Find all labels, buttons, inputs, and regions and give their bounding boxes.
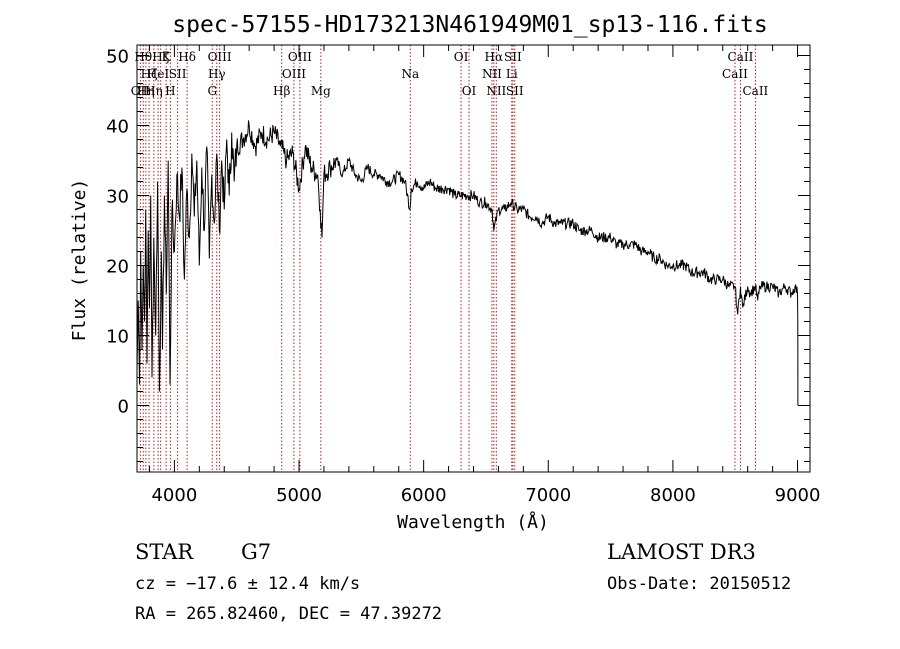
line-marker-label: Hγ: [208, 67, 226, 81]
redshift-text: cz = −17.6 ± 12.4 km/s: [135, 574, 360, 594]
line-marker-label: CaII: [742, 84, 768, 98]
line-marker-label: Mg: [311, 84, 331, 98]
line-marker-label: SII: [169, 67, 187, 81]
spectral-line-markers: [139, 45, 756, 472]
line-marker-label: HeI: [147, 67, 170, 81]
line-marker-label: Hζ: [141, 67, 158, 81]
line-marker-label: K: [162, 50, 172, 64]
line-marker-label: Hθ: [134, 50, 152, 64]
x-tick-label: 7000: [525, 485, 571, 506]
line-marker-label: Hη: [145, 84, 163, 98]
y-axis-label: Flux (relative): [69, 179, 90, 342]
x-tick-label: 5000: [276, 485, 322, 506]
x-tick-label: 9000: [775, 485, 821, 506]
y-tick-label: 0: [118, 397, 129, 418]
line-marker-label: OIII: [288, 50, 312, 64]
line-marker-label: Hβ: [273, 84, 290, 98]
line-marker-label: Li: [506, 67, 518, 81]
plot-frame: [136, 44, 811, 473]
x-axis-label: Wavelength (Å): [397, 511, 549, 533]
line-marker-label: G: [207, 84, 217, 98]
line-marker-label: CaII: [728, 50, 754, 64]
x-tick-label: 8000: [650, 485, 696, 506]
x-tick-label: 4000: [151, 485, 197, 506]
coordinates-text: RA = 265.82460, DEC = 47.39272: [135, 604, 442, 624]
line-marker-label: SII: [504, 50, 522, 64]
line-marker-label: NII: [482, 67, 502, 81]
object-subclass: G7: [241, 540, 271, 564]
y-tick-label: 40: [106, 117, 129, 138]
line-marker-label: OII: [131, 84, 151, 98]
line-marker-label: SII: [506, 84, 524, 98]
line-marker-label: OI: [462, 84, 477, 98]
flux-line: [136, 120, 799, 406]
spectral-line-labels: OIIHθHηHζHηHeIHζKHSIIHδGHγOIIIHβOIIIOIII…: [131, 50, 769, 98]
axis-tick-labels: 4000 5000 6000 7000 8000 9000 0 10 20 30 40 50: [106, 47, 820, 507]
line-marker-label: Hη: [137, 84, 155, 98]
axis-ticks: [137, 45, 810, 472]
line-marker-label: CaII: [722, 67, 748, 81]
line-marker-label: Hα: [485, 50, 504, 64]
obs-date-text: Obs-Date: 20150512: [607, 574, 791, 594]
y-tick-label: 50: [106, 47, 129, 68]
y-tick-label: 30: [106, 187, 129, 208]
line-marker-label: Hζ: [152, 50, 169, 64]
x-tick-label: 6000: [401, 485, 447, 506]
line-marker-label: OIII: [282, 67, 306, 81]
line-marker-label: H: [165, 84, 175, 98]
y-tick-label: 10: [106, 327, 129, 348]
line-marker-label: OIII: [208, 50, 232, 64]
y-tick-label: 20: [106, 257, 129, 278]
line-marker-label: Hδ: [178, 50, 196, 64]
line-marker-label: Na: [401, 67, 419, 81]
flux-series: [136, 120, 799, 406]
survey-name: LAMOST DR3: [607, 540, 756, 564]
object-class: STAR: [135, 540, 194, 564]
line-marker-label: NII: [486, 84, 506, 98]
chart-title: spec-57155-HD173213N461949M01_sp13-116.f…: [172, 12, 767, 38]
line-marker-label: OI: [454, 50, 469, 64]
